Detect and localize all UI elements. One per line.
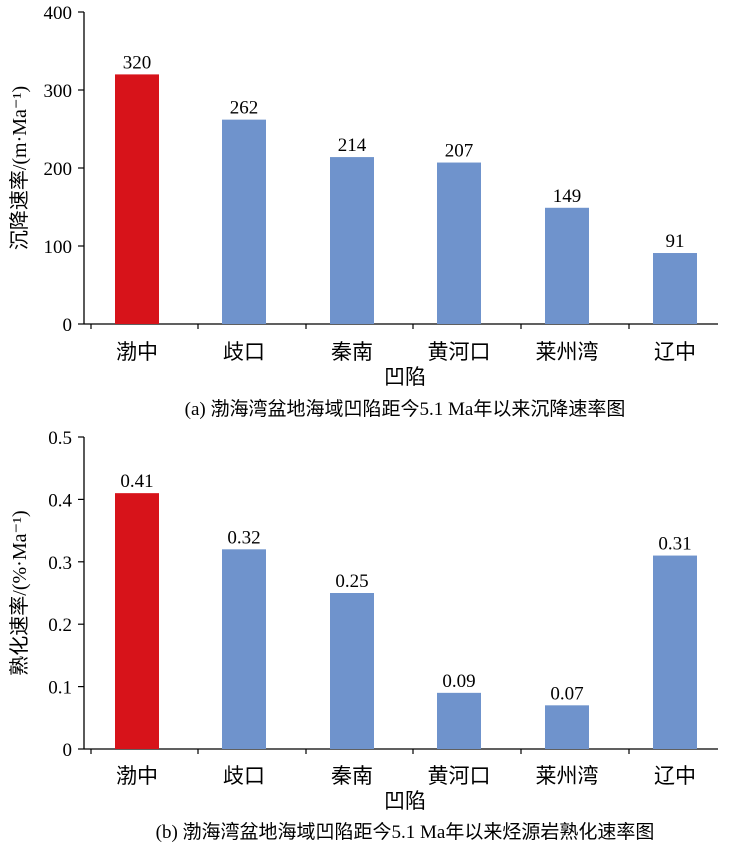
x-axis-title: 凹陷 xyxy=(384,789,426,813)
y-tick-label: 0.2 xyxy=(48,615,72,636)
bar-6 xyxy=(653,555,697,749)
y-tick-label: 0.5 xyxy=(48,428,72,449)
data-label: 0.41 xyxy=(120,471,153,492)
bar-1 xyxy=(115,493,159,749)
y-tick-label: 0.1 xyxy=(48,678,72,699)
bar-5 xyxy=(545,705,589,749)
category-label: 秦南 xyxy=(331,764,373,788)
y-tick-label: 0 xyxy=(63,315,73,336)
category-label: 渤中 xyxy=(116,764,158,788)
bar-2 xyxy=(222,119,266,324)
data-label: 149 xyxy=(553,186,582,207)
y-tick-label: 0.3 xyxy=(48,553,72,574)
y-axis-title: 沉降速率/(m·Ma⁻¹) xyxy=(8,86,31,250)
data-label: 0.31 xyxy=(658,534,691,555)
data-label: 0.07 xyxy=(550,683,583,704)
chart-panel-maturation: 0 0.1 0.2 0.3 0.4 0.5 0.41 渤中 0.32 歧口 0.25 秦南 0.09 黄河… xyxy=(8,428,718,843)
category-label: 歧口 xyxy=(223,340,265,364)
figure-caption: (b) 渤海湾盆地海域凹陷距今5.1 Ma年以来烃源岩熟化速率图 xyxy=(156,821,655,843)
y-tick-label: 100 xyxy=(44,237,73,258)
data-label: 207 xyxy=(445,141,474,162)
category-label: 辽中 xyxy=(654,764,696,788)
data-label: 214 xyxy=(338,135,367,156)
data-label: 262 xyxy=(230,98,259,119)
y-tick-label: 300 xyxy=(44,81,73,102)
bar-6 xyxy=(653,253,697,324)
data-label: 0.09 xyxy=(442,671,475,692)
y-axis-title: 熟化速率/(%·Ma⁻¹) xyxy=(8,510,31,675)
bar-5 xyxy=(545,207,589,324)
y-tick-label: 400 xyxy=(44,3,73,24)
data-label: 320 xyxy=(123,52,152,73)
bar-3 xyxy=(330,593,374,749)
x-axis-title: 凹陷 xyxy=(384,365,426,389)
bar-1 xyxy=(115,74,159,325)
bar-4 xyxy=(437,162,481,324)
bar-2 xyxy=(222,549,266,749)
category-label: 莱州湾 xyxy=(536,340,599,364)
category-label: 渤中 xyxy=(116,340,158,364)
bar-3 xyxy=(330,157,374,324)
chart-panel-subsidence: 0 100 200 300 400 320 渤中 262 歧口 214 秦南 207 黄河口 149 莱州湾… xyxy=(8,3,718,420)
bar-4 xyxy=(437,692,481,749)
category-label: 莱州湾 xyxy=(536,764,599,788)
y-tick-label: 200 xyxy=(44,159,73,180)
data-label: 0.32 xyxy=(227,527,260,548)
y-tick-label: 0.4 xyxy=(48,490,72,511)
data-label: 91 xyxy=(666,231,685,252)
category-label: 辽中 xyxy=(654,340,696,364)
category-label: 黄河口 xyxy=(428,340,491,364)
y-tick-label: 0 xyxy=(63,740,73,761)
category-label: 秦南 xyxy=(331,340,373,364)
category-label: 黄河口 xyxy=(428,764,491,788)
figure-caption: (a) 渤海湾盆地海域凹陷距今5.1 Ma年以来沉降速率图 xyxy=(185,398,626,420)
category-label: 歧口 xyxy=(223,764,265,788)
data-label: 0.25 xyxy=(335,571,368,592)
